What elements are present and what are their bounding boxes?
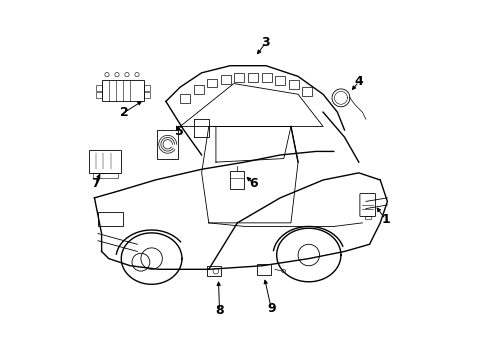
Bar xyxy=(98,212,123,226)
Bar xyxy=(193,85,203,94)
Bar xyxy=(230,171,244,189)
Bar xyxy=(180,94,190,103)
Bar xyxy=(234,73,244,82)
Text: 8: 8 xyxy=(215,304,224,317)
Bar xyxy=(89,150,121,173)
Text: 9: 9 xyxy=(266,302,275,315)
Bar xyxy=(302,87,312,95)
Bar xyxy=(102,80,144,102)
Bar xyxy=(157,130,178,158)
Bar xyxy=(275,76,285,85)
Bar xyxy=(364,216,370,219)
Text: 4: 4 xyxy=(354,75,363,88)
Bar xyxy=(288,80,298,89)
Bar xyxy=(257,264,271,275)
Text: 6: 6 xyxy=(248,177,257,190)
Bar xyxy=(247,73,258,82)
Bar xyxy=(96,93,102,98)
Bar xyxy=(144,93,149,98)
Text: 1: 1 xyxy=(381,213,389,226)
Text: 2: 2 xyxy=(120,105,129,119)
Bar xyxy=(144,85,149,91)
Text: 5: 5 xyxy=(175,125,183,138)
Bar xyxy=(261,73,271,82)
Text: 3: 3 xyxy=(261,36,270,49)
Bar xyxy=(207,78,217,87)
Bar xyxy=(93,173,118,178)
Bar xyxy=(206,266,221,276)
Text: 7: 7 xyxy=(91,177,100,190)
Bar xyxy=(96,85,102,91)
Bar xyxy=(221,75,230,84)
